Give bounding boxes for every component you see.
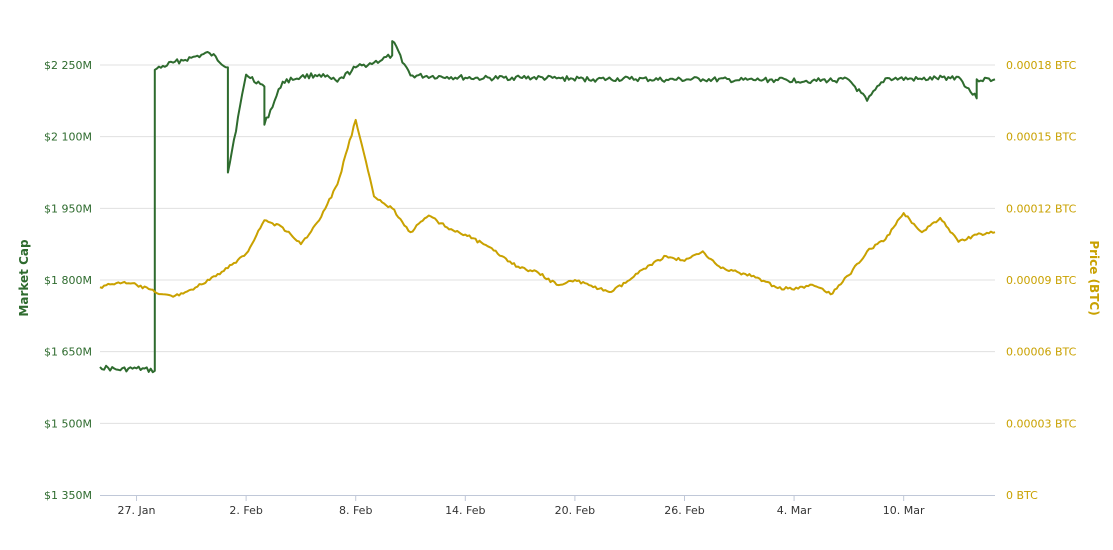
- x-tick-label: 8. Feb: [339, 504, 372, 517]
- x-axis-ticks: 27. Jan 2. Feb 8. Feb 14. Feb 20. Feb 26. Feb…: [118, 495, 925, 517]
- left-tick-label: $1 650M: [44, 346, 92, 359]
- series-line-market-cap: [99, 40, 996, 374]
- left-axis-title: Market Cap: [17, 239, 31, 317]
- series-line-price-btc: [99, 118, 996, 298]
- left-tick-label: $2 100M: [44, 131, 92, 144]
- x-tick-label: 10. Mar: [883, 504, 925, 517]
- series-lines: [99, 40, 996, 374]
- right-tick-label: 0 BTC: [1006, 489, 1038, 502]
- left-tick-label: $1 350M: [44, 489, 92, 502]
- x-tick-label: 4. Mar: [777, 504, 812, 517]
- x-tick-label: 2. Feb: [229, 504, 262, 517]
- right-tick-label: 0.00009 BTC: [1006, 274, 1077, 287]
- right-tick-label: 0.00015 BTC: [1006, 131, 1077, 144]
- right-tick-label: 0.00006 BTC: [1006, 346, 1077, 359]
- right-tick-label: 0.00012 BTC: [1006, 202, 1077, 215]
- x-tick-label: 20. Feb: [555, 504, 595, 517]
- left-tick-label: $1 800M: [44, 274, 92, 287]
- left-tick-label: $1 500M: [44, 417, 92, 430]
- right-axis-title: Price (BTC): [1087, 240, 1101, 315]
- left-tick-label: $2 250M: [44, 59, 92, 72]
- right-tick-label: 0.00018 BTC: [1006, 59, 1077, 72]
- x-tick-label: 14. Feb: [445, 504, 485, 517]
- left-tick-label: $1 950M: [44, 202, 92, 215]
- x-tick-label: 27. Jan: [118, 504, 156, 517]
- grid-lines: [100, 64, 995, 424]
- left-axis-ticks: $1 350M $1 500M $1 650M $1 800M $1 950M $2 10…: [44, 59, 92, 502]
- right-tick-label: 0.00003 BTC: [1006, 417, 1077, 430]
- right-axis-ticks: 0 BTC 0.00003 BTC 0.00006 BTC 0.00009 BTC 0.…: [1006, 59, 1077, 502]
- x-tick-label: 26. Feb: [664, 504, 704, 517]
